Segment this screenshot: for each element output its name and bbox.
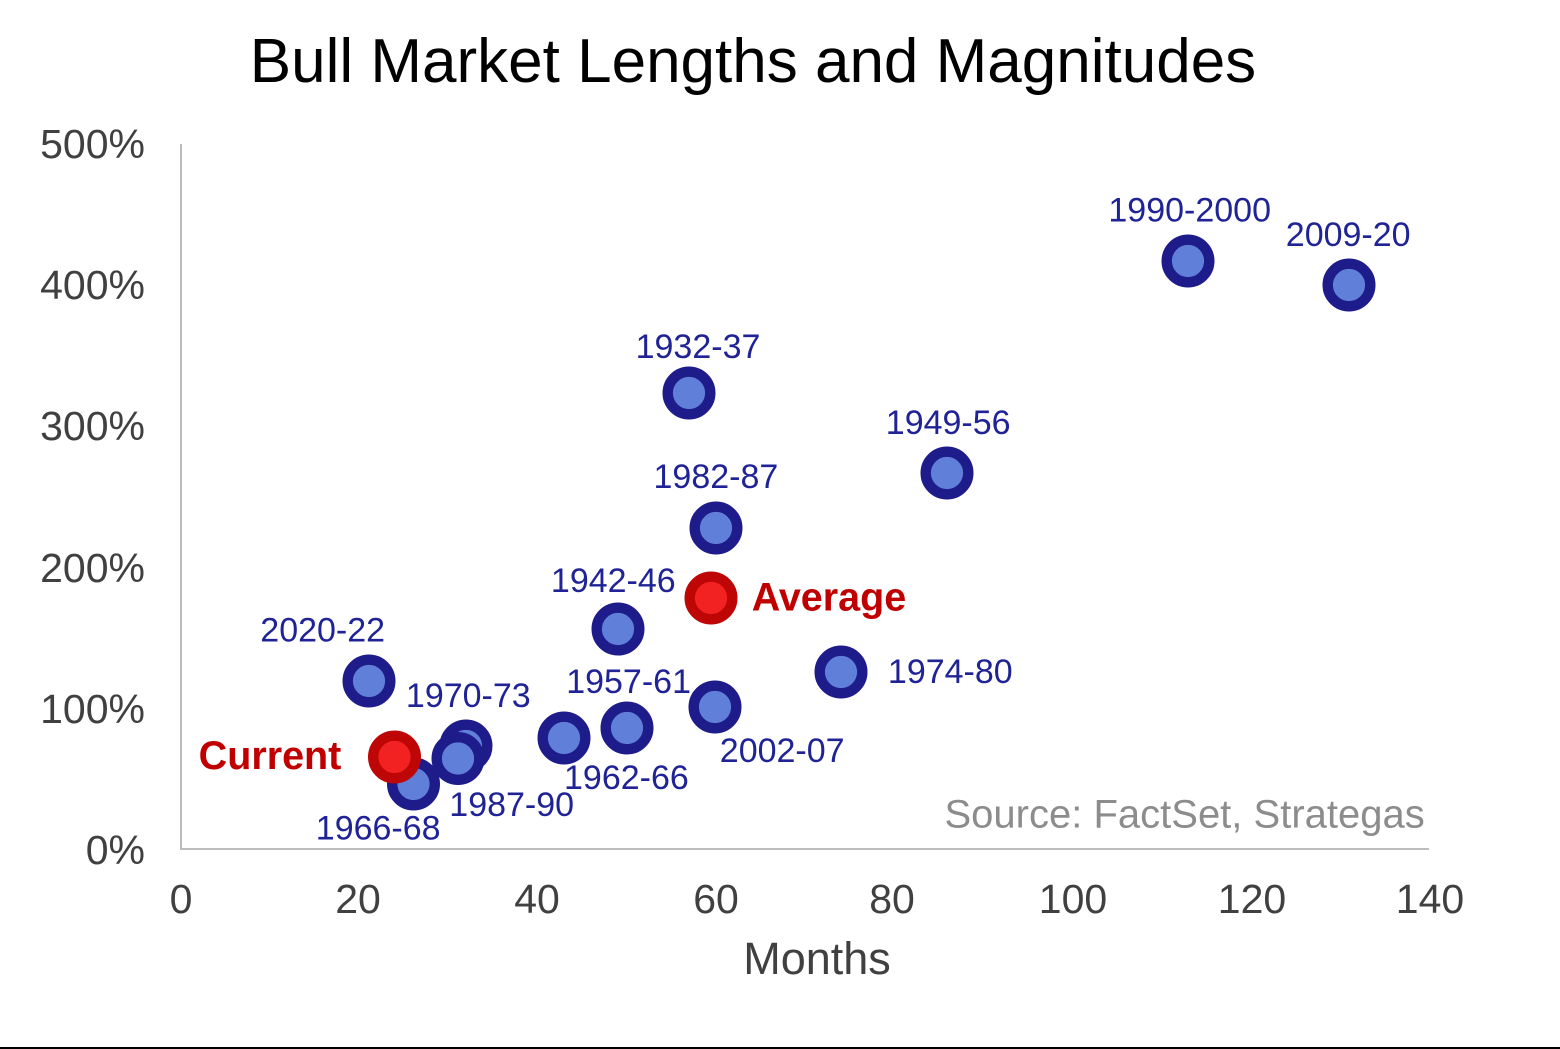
- svg-text:Average: Average: [752, 576, 906, 620]
- svg-text:1962-66: 1962-66: [564, 759, 689, 797]
- svg-text:300%: 300%: [40, 403, 145, 449]
- svg-text:1982-87: 1982-87: [654, 458, 779, 496]
- svg-text:120: 120: [1218, 876, 1286, 922]
- svg-text:100: 100: [1039, 876, 1107, 922]
- svg-text:1949-56: 1949-56: [886, 404, 1011, 442]
- svg-text:1942-46: 1942-46: [551, 562, 676, 600]
- svg-text:500%: 500%: [40, 121, 145, 167]
- svg-text:2009-20: 2009-20: [1286, 216, 1411, 254]
- svg-text:40: 40: [514, 876, 560, 922]
- svg-text:2020-22: 2020-22: [260, 612, 385, 650]
- svg-text:60: 60: [693, 876, 739, 922]
- svg-text:Source: FactSet, Strategas: Source: FactSet, Strategas: [945, 793, 1425, 837]
- svg-text:1974-80: 1974-80: [888, 653, 1013, 691]
- svg-text:1990-2000: 1990-2000: [1108, 192, 1271, 230]
- svg-text:1966-68: 1966-68: [316, 810, 441, 848]
- svg-text:1970-73: 1970-73: [406, 677, 531, 715]
- svg-text:1957-61: 1957-61: [566, 663, 691, 701]
- svg-text:20: 20: [335, 876, 381, 922]
- svg-text:200%: 200%: [40, 545, 145, 591]
- svg-text:Current: Current: [199, 734, 342, 778]
- svg-text:0: 0: [170, 876, 193, 922]
- svg-text:Bull Market Lengths and Magnit: Bull Market Lengths and Magnitudes: [250, 27, 1256, 96]
- svg-text:0%: 0%: [86, 827, 145, 873]
- svg-text:140: 140: [1396, 876, 1464, 922]
- svg-text:Months: Months: [743, 933, 891, 984]
- svg-text:400%: 400%: [40, 262, 145, 308]
- svg-text:80: 80: [869, 876, 915, 922]
- svg-text:2002-07: 2002-07: [720, 732, 845, 770]
- svg-text:1987-90: 1987-90: [449, 786, 574, 824]
- svg-text:100%: 100%: [40, 686, 145, 732]
- svg-text:1932-37: 1932-37: [636, 328, 761, 366]
